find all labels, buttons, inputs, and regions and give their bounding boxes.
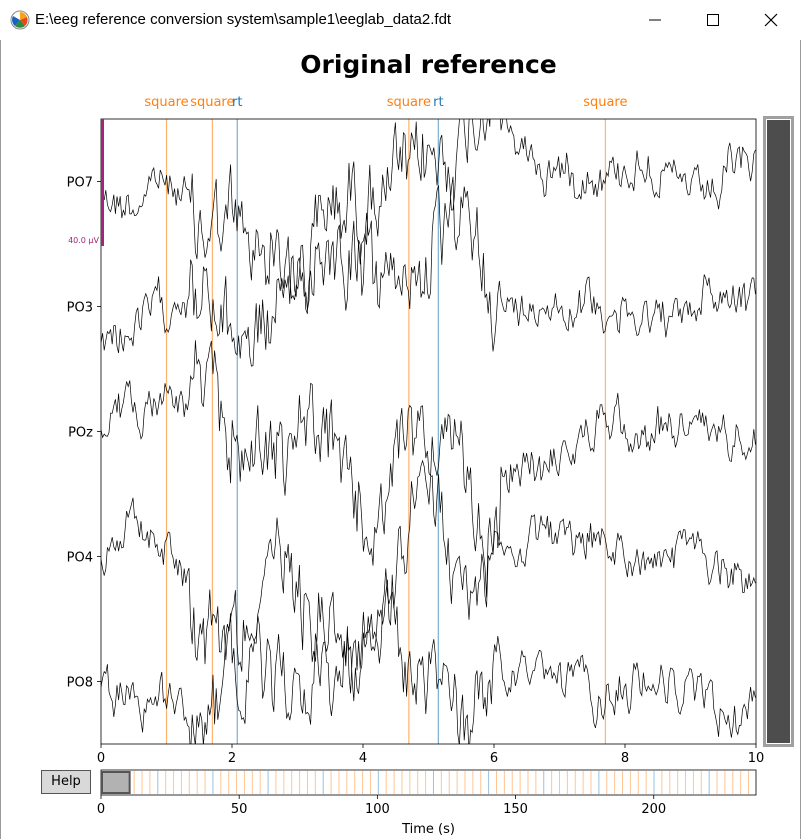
window-title: E:\eeg reference conversion system\sampl…: [35, 11, 452, 28]
window-frame-left: [0, 40, 1, 839]
annotation-label-4: rt: [433, 95, 443, 110]
overview-tick-label-150: 150: [503, 802, 528, 817]
overview-bar[interactable]: 0 50 100 150 200: [97, 769, 757, 817]
annotation-label-5: square: [583, 95, 627, 110]
trace-PO7: [101, 119, 756, 310]
minimize-button[interactable]: [628, 0, 682, 40]
annotation-lines: [165, 119, 606, 744]
overview-tick-label-200: 200: [641, 802, 666, 817]
help-button[interactable]: Help: [41, 770, 91, 794]
overview-tick-label-50: 50: [231, 802, 248, 817]
trace-PO8: [101, 568, 756, 744]
overview-frame[interactable]: [100, 769, 757, 796]
channel-label-PO4: PO4: [67, 551, 93, 566]
channel-scrollbar[interactable]: [763, 116, 794, 747]
plot-title: Original reference: [300, 50, 557, 79]
x-tick-label-0: 0: [97, 751, 105, 766]
x-tick-label-10: 10: [748, 751, 765, 766]
maximize-icon: [707, 14, 719, 26]
title-bar: E:\eeg reference conversion system\sampl…: [0, 0, 801, 40]
close-button[interactable]: [744, 0, 798, 40]
matplotlib-icon: [10, 10, 30, 30]
annotation-label-1: square: [190, 95, 234, 110]
overview-xlabel: Time (s): [402, 822, 455, 837]
scrollbar-thumb[interactable]: [767, 120, 790, 743]
trace-POz: [101, 340, 756, 598]
maximize-button[interactable]: [686, 0, 740, 40]
channel-label-PO3: PO3: [67, 301, 93, 316]
channel-label-POz: POz: [68, 426, 93, 441]
minimize-icon: [649, 19, 661, 21]
eeg-traces: [101, 119, 756, 744]
x-tick-label-8: 8: [621, 751, 629, 766]
close-icon: [764, 13, 778, 27]
annotation-label-3: square: [387, 95, 431, 110]
annotation-label-0: square: [144, 95, 188, 110]
channel-label-PO7: PO7: [67, 176, 93, 191]
overview-tick-label-100: 100: [365, 802, 390, 817]
x-tick-label-4: 4: [359, 751, 367, 766]
channel-label-PO8: PO8: [67, 676, 93, 691]
trace-PO4: [101, 459, 756, 702]
scale-bar: 40.0 µV: [68, 119, 104, 246]
x-tick-label-2: 2: [228, 751, 236, 766]
annotation-label-2: rt: [232, 95, 242, 110]
main-axes: PO7 PO3 POz PO4 PO8 0 2 4 6 8 10: [67, 118, 765, 766]
scale-bar-label: 40.0 µV: [68, 236, 99, 245]
x-tick-label-6: 6: [490, 751, 498, 766]
overview-view-window[interactable]: [101, 771, 131, 794]
overview-tick-label-0: 0: [97, 802, 105, 817]
trace-PO3: [101, 176, 756, 367]
plot-frame: [100, 118, 757, 745]
